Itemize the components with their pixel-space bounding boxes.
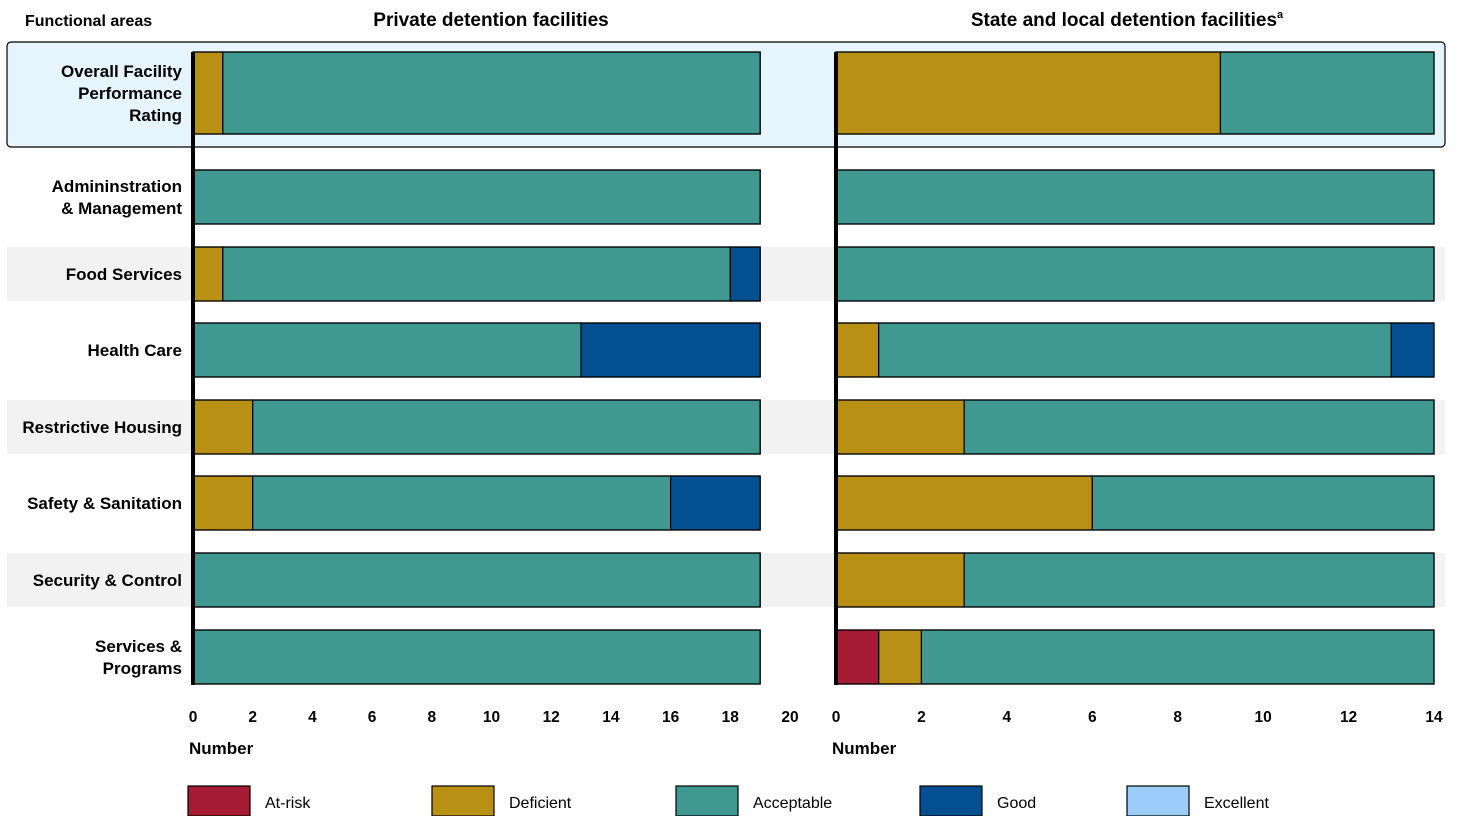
category-label-line: Safety & Sanitation [27, 494, 182, 513]
legend-item-at-risk: At-risk [187, 785, 311, 816]
legend-label: Good [997, 795, 1036, 812]
category-label-line: Rating [129, 106, 182, 125]
bar-deficient [192, 246, 224, 302]
bar-acceptable [192, 322, 582, 378]
category-label-line: Overall Facility [61, 62, 182, 81]
bar-deficient [878, 629, 923, 685]
legend-swatch [431, 785, 495, 816]
chart-panels: Private detention facilities 0 2 4 6 8 10 12 14 1… [189, 9, 1443, 758]
bar-acceptable [252, 399, 761, 455]
x-tick-label: 2 [917, 709, 926, 726]
x-tick-label: 10 [1255, 709, 1272, 726]
bar-acceptable [192, 552, 761, 608]
panel-title-footnote: a [1277, 9, 1284, 21]
legend-item-excellent: Excellent [1126, 785, 1269, 816]
bar-acceptable [835, 169, 1435, 225]
panel-title-text: Private detention facilities [373, 10, 608, 31]
x-tick-label: 14 [602, 709, 620, 726]
x-tick-label: 0 [189, 709, 198, 726]
x-axis-label: Number [189, 739, 254, 758]
bar-deficient [835, 51, 1222, 135]
x-tick-label: 0 [832, 709, 841, 726]
category-label-line: Programs [103, 659, 182, 678]
x-tick-label: 20 [781, 709, 798, 726]
legend-label: At-risk [265, 795, 311, 812]
bar-at-risk [835, 629, 880, 685]
bar-good [729, 246, 761, 302]
bar-good [1390, 322, 1435, 378]
category-labels: Overall Facility Performance Rating Adminin… [22, 62, 182, 678]
x-tick-label: 12 [1340, 709, 1357, 726]
category-label-line: & Management [61, 199, 182, 218]
functional-areas-header: Functional areas [25, 13, 152, 30]
category-label-line: Food Services [66, 265, 182, 284]
category-label: Services & Programs [95, 637, 182, 678]
bar-deficient [192, 51, 224, 135]
category-label-line: Performance [78, 84, 182, 103]
x-tick-label: 16 [662, 709, 680, 726]
category-label: Admininstration & Management [52, 177, 183, 218]
legend-swatch [187, 785, 251, 816]
bar-good [580, 322, 761, 378]
category-label-line: Restrictive Housing [22, 418, 182, 437]
bar-acceptable [878, 322, 1392, 378]
x-tick-label: 8 [427, 709, 436, 726]
bar-deficient [192, 475, 254, 531]
legend-swatch [675, 785, 739, 816]
panel-title: State and local detention facilitiesa [971, 9, 1284, 31]
bar-acceptable [222, 246, 731, 302]
bar-acceptable [963, 552, 1435, 608]
panel-title: Private detention facilities [373, 10, 608, 31]
bar-acceptable [920, 629, 1435, 685]
x-tick-label: 12 [543, 709, 560, 726]
bar-acceptable [252, 475, 672, 531]
legend: At-risk Deficient Acceptable Good Excellent [187, 785, 1269, 816]
bar-deficient [835, 322, 880, 378]
bar-good [669, 475, 761, 531]
legend-item-acceptable: Acceptable [675, 785, 832, 816]
bar-acceptable [1091, 475, 1435, 531]
bar-acceptable [835, 246, 1435, 302]
category-label: Health Care [88, 341, 182, 360]
x-tick-label: 2 [248, 709, 257, 726]
bar-acceptable [963, 399, 1435, 455]
bar-acceptable [192, 169, 761, 225]
x-tick-label: 4 [1003, 709, 1012, 726]
bar-acceptable [222, 51, 761, 135]
category-label: Safety & Sanitation [27, 494, 182, 513]
category-label-line: Health Care [88, 341, 182, 360]
legend-swatch [919, 785, 983, 816]
bar-acceptable [192, 629, 761, 685]
bar-deficient [192, 399, 254, 455]
legend-swatch [1126, 785, 1190, 816]
x-tick-label: 6 [368, 709, 377, 726]
category-label-line: Security & Control [33, 571, 182, 590]
panel-private: Private detention facilities 0 2 4 6 8 10 12 14 1… [189, 10, 799, 758]
x-tick-label: 8 [1173, 709, 1182, 726]
legend-item-good: Good [919, 785, 1036, 816]
category-label: Restrictive Housing [22, 418, 182, 437]
legend-label: Acceptable [753, 795, 832, 812]
category-label: Security & Control [33, 571, 182, 590]
x-tick-label: 6 [1088, 709, 1097, 726]
bar-deficient [835, 399, 965, 455]
x-tick-label: 4 [308, 709, 317, 726]
category-label: Overall Facility Performance Rating [61, 62, 182, 125]
x-tick-label: 18 [722, 709, 740, 726]
category-label-line: Admininstration [52, 177, 182, 196]
legend-label: Excellent [1204, 795, 1269, 812]
x-axis-label: Number [832, 739, 897, 758]
bar-acceptable [1219, 51, 1435, 135]
bar-deficient [835, 475, 1093, 531]
x-tick-label: 14 [1425, 709, 1443, 726]
panel-state-local: State and local detention facilitiesa 0 2 4… [832, 9, 1443, 758]
x-tick-label: 10 [483, 709, 500, 726]
category-label-line: Services & [95, 637, 182, 656]
panel-title-text: State and local detention facilities [971, 10, 1277, 31]
legend-label: Deficient [509, 795, 572, 812]
bar-deficient [835, 552, 965, 608]
category-label: Food Services [66, 265, 182, 284]
legend-item-deficient: Deficient [431, 785, 572, 816]
